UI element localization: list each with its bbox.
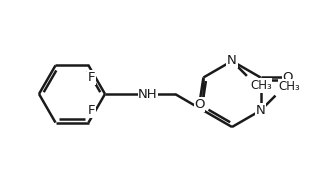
Text: O: O (282, 71, 293, 84)
Text: NH: NH (138, 88, 158, 101)
Text: N: N (227, 54, 237, 67)
Text: CH₃: CH₃ (279, 80, 300, 92)
Text: N: N (256, 104, 266, 117)
Text: CH₃: CH₃ (250, 79, 272, 92)
Text: F: F (88, 71, 95, 84)
Text: O: O (194, 98, 205, 111)
Text: F: F (88, 104, 95, 117)
